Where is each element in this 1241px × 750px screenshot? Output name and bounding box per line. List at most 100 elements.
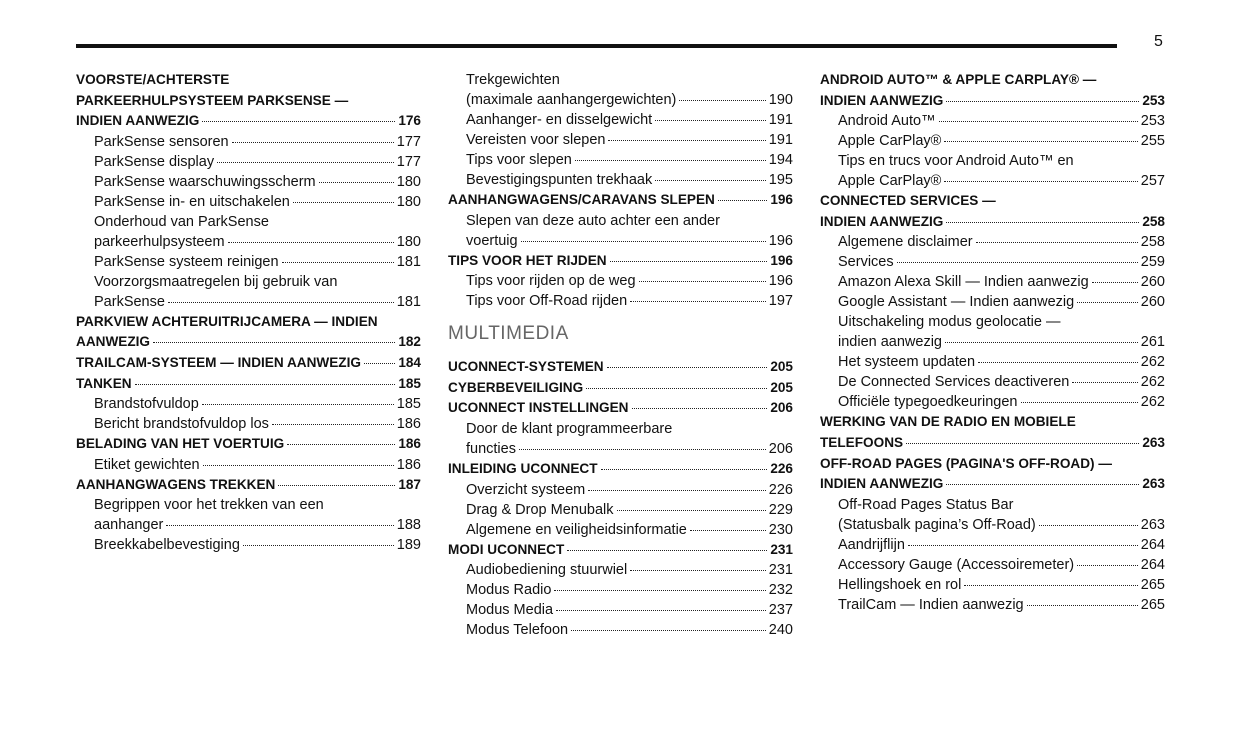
toc-entry: TRAILCAM-SYSTEEM — INDIEN AANWEZIG 184 (76, 353, 421, 374)
entry-title: Algemene en veiligheidsinformatie (466, 521, 687, 538)
entry-line: Apple CarPlay® 255 (838, 131, 1165, 151)
entry-title: AANWEZIG (76, 334, 151, 350)
dot-leader (574, 160, 766, 161)
entry-line: Aandrijflijn 264 (838, 535, 1165, 555)
entry-title: PARKEERHULPSYSTEEM PARKSENSE — (76, 92, 349, 108)
toc-entry: Tips en trucs voor Android Auto™ en Apple… (820, 151, 1165, 191)
dot-leader (363, 362, 396, 364)
entry-line: CYBERBEVEILIGING 205 (448, 378, 793, 399)
entry-line: Hellingshoek en rol 265 (838, 575, 1165, 595)
page-ref: 180 (396, 193, 421, 210)
page-ref: 190 (768, 92, 793, 108)
entry-line: Modus Telefoon 240 (466, 620, 793, 640)
entry-line: Amazon Alexa Skill — Indien aanwezig 260 (838, 272, 1165, 292)
entry-title: BELADING VAN HET VOERTUIG (76, 436, 285, 452)
page-ref: 257 (1140, 173, 1165, 190)
toc-entry: Google Assistant — Indien aanwezig 260 (820, 292, 1165, 312)
toc-entry: AANHANGWAGENS TREKKEN 187 (76, 475, 421, 496)
entry-title: Uitschakeling modus geolocatie — (838, 314, 1061, 331)
entry-line: Voorzorgsmaatregelen bij gebruik van (94, 272, 421, 292)
toc-entry: Trekgewichten (maximale aanhangergewichte… (448, 70, 793, 110)
entry-title: Algemene disclaimer (838, 234, 973, 251)
dot-leader (975, 242, 1138, 244)
page-ref: 186 (396, 416, 421, 433)
page-ref: 184 (398, 354, 421, 370)
entry-line: Algemene en veiligheidsinformatie 230 (466, 520, 793, 540)
entry-title: (maximale aanhangergewichten) (466, 92, 677, 108)
dot-leader (554, 590, 766, 592)
page-ref: 185 (398, 375, 421, 391)
toc-entry: Brandstofvuldop 185 (76, 394, 421, 414)
entry-line: (maximale aanhangergewichten) 190 (466, 90, 793, 110)
entry-title: Tips en trucs voor Android Auto™ en (838, 153, 1074, 170)
page-ref: 197 (768, 293, 793, 310)
toc-entry: TrailCam — Indien aanwezig 265 (820, 595, 1165, 615)
entry-title: PARKVIEW ACHTERUITRIJCAMERA — INDIEN (76, 313, 378, 329)
page-ref: 263 (1140, 516, 1165, 533)
entry-line: Trekgewichten (466, 70, 793, 90)
entry-line: MODI UCONNECT 231 (448, 540, 793, 561)
page-ref: 181 (396, 253, 421, 270)
toc-entry: Overzicht systeem 226 (448, 480, 793, 500)
page-ref: 196 (768, 273, 793, 290)
entry-title: (Statusbalk pagina’s Off-Road) (838, 516, 1036, 533)
page-ref: 264 (1140, 536, 1165, 553)
dot-leader (938, 121, 1138, 123)
entry-line: Accessory Gauge (Accessoiremeter) 264 (838, 555, 1165, 575)
dot-leader (1072, 382, 1138, 384)
dot-leader (201, 404, 394, 406)
entry-title: INLEIDING UCONNECT (448, 460, 598, 476)
entry-title: WERKING VAN DE RADIO EN MOBIELE (820, 414, 1076, 430)
entry-title: Aandrijflijn (838, 536, 905, 553)
toc-entry: ParkSense in- en uitschakelen 180 (76, 192, 421, 212)
toc-entry: WERKING VAN DE RADIO EN MOBIELE TELEFOONS… (820, 412, 1165, 453)
page-ref: 189 (396, 537, 421, 554)
entry-title: ParkSense in- en uitschakelen (94, 193, 290, 210)
entry-title: Drag & Drop Menubalk (466, 501, 614, 518)
page-ref: 265 (1140, 576, 1165, 593)
page-ref: 260 (1140, 294, 1165, 311)
entry-line: Overzicht systeem 226 (466, 480, 793, 500)
dot-leader (281, 261, 394, 263)
entry-line: Begrippen voor het trekken van een (94, 495, 421, 515)
dot-leader (1077, 302, 1138, 304)
dot-leader (153, 342, 396, 344)
entry-line: ANDROID AUTO™ & APPLE CARPLAY® — (820, 70, 1165, 91)
entry-line: INLEIDING UCONNECT 226 (448, 459, 793, 480)
entry-line: Uitschakeling modus geolocatie — (838, 312, 1165, 332)
entry-line: WERKING VAN DE RADIO EN MOBIELE (820, 412, 1165, 433)
entry-line: Door de klant programmeerbare (466, 419, 793, 439)
entry-line: OFF-ROAD PAGES (PAGINA'S OFF-ROAD) — (820, 454, 1165, 475)
dot-leader (567, 549, 768, 551)
entry-title: Apple CarPlay® (838, 173, 942, 190)
entry-title: Modus Radio (466, 582, 552, 599)
entry-line: ParkSense sensoren 177 (94, 132, 421, 152)
entry-title: INDIEN AANWEZIG (820, 92, 944, 108)
entry-line: AANWEZIG 182 (76, 332, 421, 353)
entry-line: Tips voor rijden op de weg 196 (466, 271, 793, 291)
entry-title: aanhanger (94, 517, 164, 534)
toc-entry: Audiobediening stuurwiel 231 (448, 560, 793, 580)
entry-title: Brandstofvuldop (94, 396, 199, 413)
entry-line: Tips voor Off-Road rijden 197 (466, 291, 793, 311)
entry-title: Audiobediening stuurwiel (466, 562, 628, 579)
toc-entry: ParkSense waarschuwingsscherm 180 (76, 172, 421, 192)
entry-title: Tips voor Off-Road rijden (466, 293, 628, 310)
toc-column: Trekgewichten (maximale aanhangergewichte… (448, 70, 793, 640)
page-ref: 258 (1140, 234, 1165, 251)
toc-entry: Modus Radio 232 (448, 580, 793, 600)
toc-entry: AANHANGWAGENS/CARAVANS SLEPEN 196 (448, 190, 793, 211)
entry-title: ParkSense (94, 293, 165, 310)
entry-title: Google Assistant — Indien aanwezig (838, 294, 1075, 311)
entry-line: ParkSense waarschuwingsscherm 180 (94, 172, 421, 192)
dot-leader (655, 180, 766, 181)
page-ref: 196 (770, 192, 793, 207)
dot-leader (292, 201, 394, 203)
page-ref: 253 (1142, 92, 1165, 108)
dot-leader (689, 529, 766, 531)
entry-line: ParkSense in- en uitschakelen 180 (94, 192, 421, 212)
dot-leader (630, 301, 766, 303)
entry-line: ParkSense 181 (94, 292, 421, 312)
entry-line: PARKEERHULPSYSTEEM PARKSENSE — (76, 91, 421, 112)
dot-leader (571, 630, 766, 632)
